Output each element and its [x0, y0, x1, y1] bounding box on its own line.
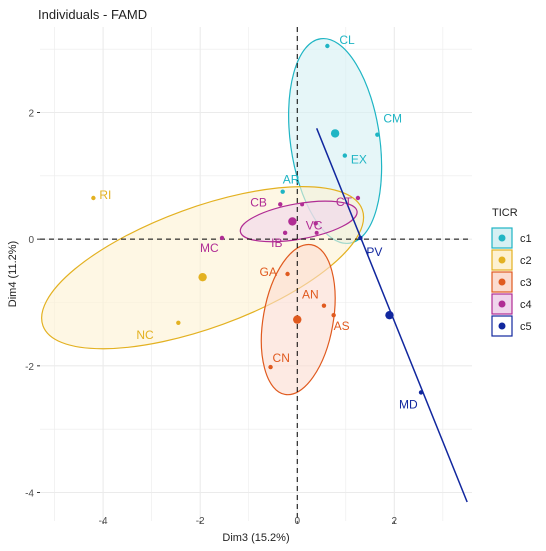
point-label-NC: NC	[136, 328, 154, 342]
point-NC	[176, 320, 181, 325]
legend: TICR c1 c2 c3 c4 c5	[491, 207, 532, 337]
y-axis-label: Dim4 (11.2%)	[7, 241, 19, 307]
legend-dot-c2	[498, 256, 506, 264]
point-label-CB: CB	[250, 195, 267, 209]
centroid-c3	[293, 315, 302, 324]
point-label-MD: MD	[399, 397, 418, 411]
legend-dot-c5	[498, 322, 506, 330]
point-CT	[355, 195, 361, 201]
point-AN	[321, 303, 327, 308]
series-c3: GA AN AS CN	[260, 265, 350, 370]
point-EX	[342, 153, 348, 158]
point-VC	[313, 221, 318, 226]
series-c1: CL CM EX AR	[280, 33, 402, 194]
point-PV	[358, 235, 363, 241]
centroid-c4	[288, 217, 297, 226]
point-CM	[375, 132, 380, 137]
point-AS	[331, 312, 336, 318]
point-label-CN: CN	[273, 351, 290, 365]
legend-label-c4: c4	[520, 299, 532, 311]
point-label-VC: VC	[306, 218, 323, 232]
x-tick-label: -2	[196, 516, 205, 527]
series-c4: CB VC IB MC CT	[200, 195, 361, 255]
x-tick-label: -4	[99, 516, 108, 527]
point-label-IB: IB	[271, 236, 282, 250]
point-label-GA: GA	[260, 265, 277, 279]
legend-label-c1: c1	[520, 233, 532, 245]
point-label-RI: RI	[99, 188, 111, 202]
point-unlabeled	[314, 230, 319, 235]
legend-label-c5: c5	[520, 321, 532, 333]
point-label-CM: CM	[383, 112, 402, 126]
point-unlabeled	[300, 202, 305, 207]
legend-label-c2: c2	[520, 255, 532, 267]
y-tick-label: -2	[25, 362, 34, 373]
point-CN	[268, 364, 273, 370]
chart-title: Individuals - FAMD	[38, 7, 147, 22]
point-CB	[278, 202, 283, 207]
series-c2: RI NC	[91, 188, 207, 342]
point-label-AR: AR	[283, 173, 300, 187]
point-MD	[418, 390, 424, 395]
point-label-MC: MC	[200, 241, 219, 255]
point-label-CL: CL	[339, 33, 355, 47]
point-label-AS: AS	[334, 319, 350, 333]
point-RI	[91, 195, 96, 201]
confidence-ellipses	[41, 37, 383, 396]
legend-dot-c4	[498, 300, 506, 308]
legend-label-c3: c3	[520, 277, 532, 289]
point-IB	[282, 230, 288, 236]
x-tick-label: 2	[392, 516, 398, 527]
series-c5: PV MD	[358, 235, 424, 411]
centroid-c2	[198, 272, 207, 282]
y-tick-label: 2	[28, 109, 34, 120]
axes: -4 -2 0 2 -4 -2 0 2	[25, 109, 397, 528]
point-label-CT: CT	[336, 195, 353, 209]
point-label-PV: PV	[366, 245, 382, 259]
point-MC	[219, 235, 225, 241]
legend-dot-c1	[498, 234, 506, 242]
y-tick-label: 0	[28, 235, 34, 246]
centroid-c1	[330, 129, 340, 138]
centroid-c5	[385, 310, 394, 320]
legend-dot-c3	[498, 278, 506, 286]
y-tick-label: -4	[25, 489, 34, 500]
point-GA	[285, 271, 290, 277]
point-label-EX: EX	[351, 153, 367, 167]
point-CL	[325, 43, 330, 49]
x-axis-label: Dim3 (15.2%)	[222, 532, 289, 544]
legend-title: TICR	[492, 207, 518, 219]
point-AR	[280, 189, 285, 194]
x-tick-label: 0	[294, 516, 300, 527]
point-label-AN: AN	[302, 288, 319, 302]
